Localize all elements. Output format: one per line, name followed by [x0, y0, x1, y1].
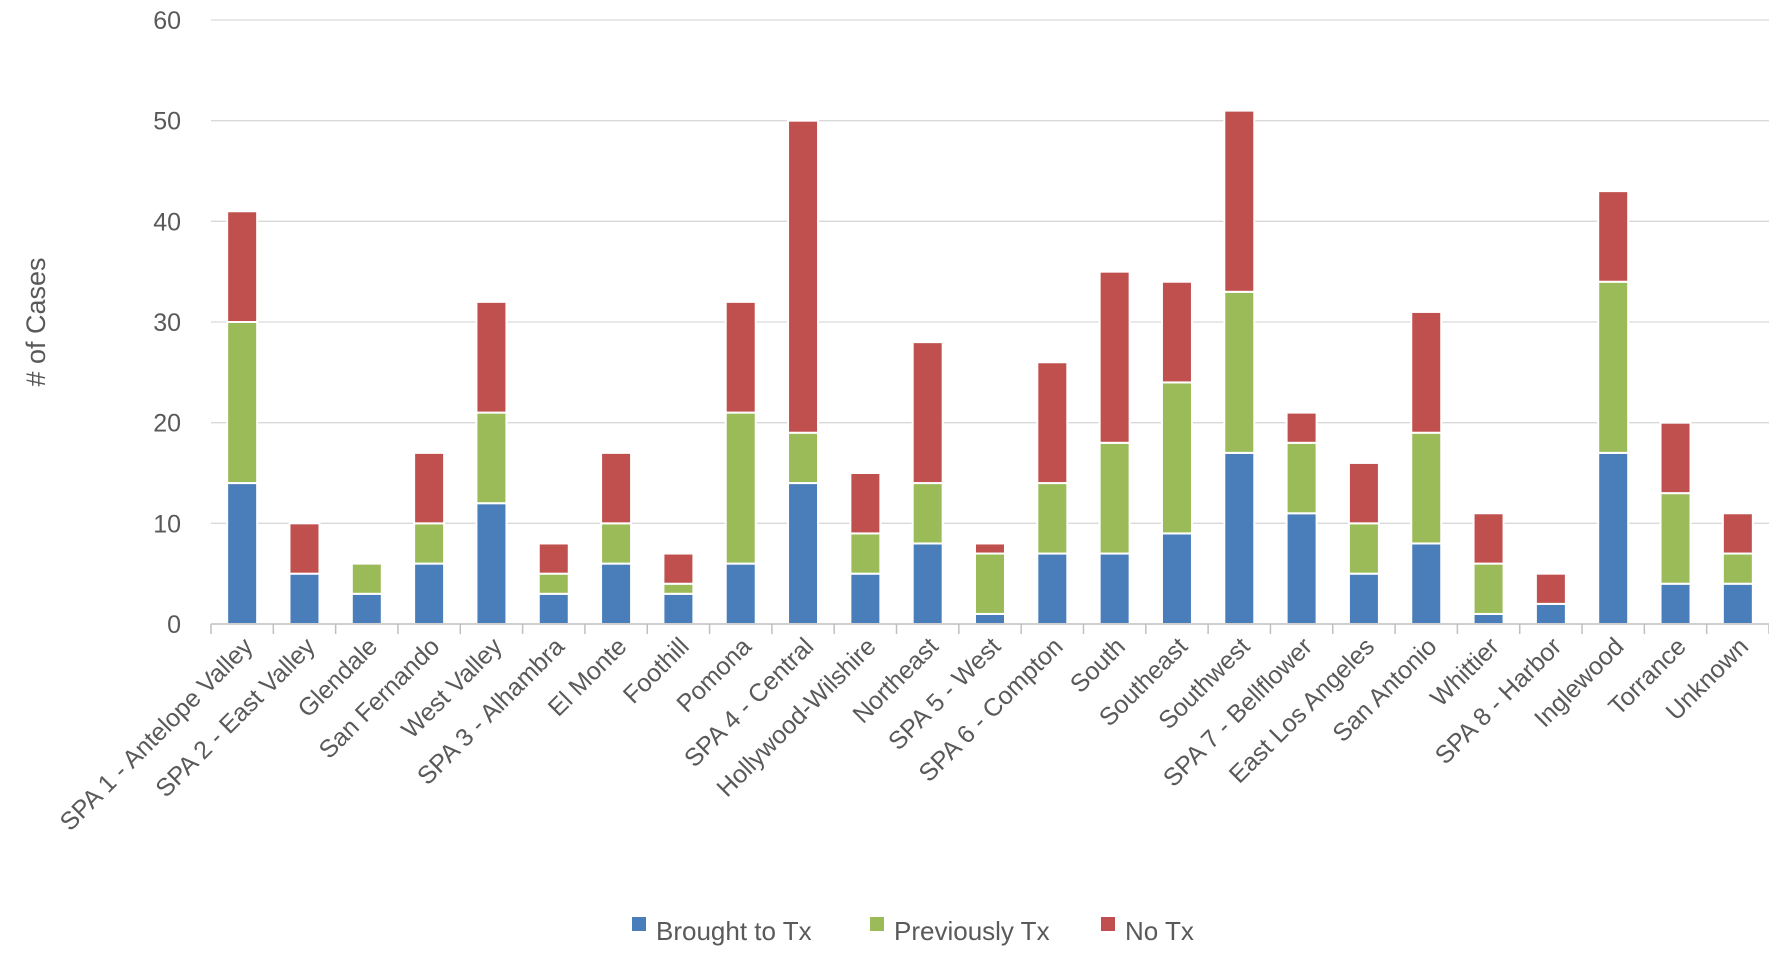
legend-label: No Tx: [1125, 916, 1194, 946]
bar-segment-brought-to-tx: [1098, 552, 1131, 625]
gridlines: [211, 19, 1769, 524]
bar-segment-brought-to-tx: [787, 482, 820, 626]
bar-segment-no-tx: [1160, 280, 1193, 384]
bar-segment-brought-to-tx: [1659, 582, 1692, 626]
bar-segment-no-tx: [1285, 411, 1318, 444]
bar-segment-previously-tx: [1410, 431, 1443, 545]
y-tick-label: 50: [153, 108, 181, 136]
bar-segment-brought-to-tx: [1597, 451, 1630, 625]
legend-label: Previously Tx: [894, 916, 1050, 946]
bar-segment-brought-to-tx: [600, 562, 633, 625]
bar-segment-brought-to-tx: [1534, 602, 1567, 625]
bar-segment-brought-to-tx: [911, 542, 944, 626]
bar-segment-brought-to-tx: [724, 562, 757, 625]
bar-segment-no-tx: [974, 542, 1006, 555]
bar-segment-brought-to-tx: [1347, 572, 1380, 626]
bar-segment-previously-tx: [1098, 441, 1131, 555]
y-tick-label: 40: [153, 208, 181, 236]
bar-segment-no-tx: [849, 472, 882, 535]
bar-segment-no-tx: [662, 552, 695, 585]
bar-segment-previously-tx: [849, 532, 882, 575]
bar-segment-brought-to-tx: [1223, 451, 1256, 625]
bar-segment-brought-to-tx: [413, 562, 446, 625]
bar-segment-previously-tx: [226, 321, 259, 485]
bar-segment-previously-tx: [350, 562, 383, 595]
bar-segment-previously-tx: [911, 482, 944, 545]
bar-segment-no-tx: [1410, 310, 1443, 434]
bar-segment-brought-to-tx: [849, 572, 882, 626]
bar-segment-no-tx: [288, 522, 321, 575]
y-tick-label: 60: [153, 7, 181, 35]
bar-segment-no-tx: [1098, 270, 1131, 444]
bar-segment-brought-to-tx: [537, 592, 570, 625]
bar-segment-brought-to-tx: [1721, 582, 1754, 626]
bar-segment-brought-to-tx: [1036, 552, 1069, 625]
bar-segment-previously-tx: [1659, 492, 1692, 585]
legend: Brought to Tx Previously Tx No Tx: [632, 916, 1194, 946]
bar-segment-brought-to-tx: [1410, 542, 1443, 626]
bar-segment-previously-tx: [1347, 522, 1380, 575]
bar-segment-brought-to-tx: [1285, 512, 1318, 625]
bar-segment-previously-tx: [1223, 290, 1256, 454]
bar-segment-brought-to-tx: [350, 592, 383, 625]
bar-segment-no-tx: [475, 300, 508, 414]
bar-segment-no-tx: [787, 119, 820, 434]
y-tick-label: 20: [153, 410, 181, 438]
bar-segment-previously-tx: [1472, 562, 1505, 615]
bars: [226, 109, 1754, 626]
bar-segment-no-tx: [1223, 109, 1256, 293]
bar-segment-previously-tx: [1285, 441, 1318, 515]
bar-segment-previously-tx: [413, 522, 446, 565]
legend-label: Brought to Tx: [656, 916, 812, 946]
bar-segment-no-tx: [1534, 572, 1567, 605]
bar-segment-previously-tx: [787, 431, 820, 485]
y-tick-label: 30: [153, 309, 181, 337]
bar-segment-previously-tx: [1160, 381, 1193, 535]
bar-segment-brought-to-tx: [226, 482, 259, 626]
bar-segment-no-tx: [1721, 512, 1754, 555]
bar-segment-previously-tx: [1721, 552, 1754, 585]
bar-segment-no-tx: [724, 300, 757, 414]
x-axis: [210, 623, 1769, 634]
bar-segment-no-tx: [1347, 461, 1380, 525]
y-tick-label: 10: [153, 510, 181, 538]
bar-segment-previously-tx: [1597, 280, 1630, 454]
bar-segment-previously-tx: [724, 411, 757, 565]
bar-segment-no-tx: [911, 341, 944, 485]
legend-swatch: [1101, 917, 1115, 931]
bar-segment-no-tx: [413, 451, 446, 525]
bar-segment-no-tx: [226, 210, 259, 323]
bar-segment-brought-to-tx: [1472, 612, 1505, 626]
bar-segment-brought-to-tx: [1160, 532, 1193, 626]
bar-segment-no-tx: [1472, 512, 1505, 565]
bar-segment-brought-to-tx: [662, 592, 695, 625]
bar-segment-no-tx: [1597, 190, 1630, 283]
bar-segment-no-tx: [600, 451, 633, 525]
bar-segment-previously-tx: [1036, 482, 1069, 555]
bar-segment-no-tx: [537, 542, 570, 575]
bar-segment-brought-to-tx: [475, 502, 508, 626]
y-axis-label: # of Cases: [21, 257, 51, 386]
y-axis-ticks: 0 10 20 30 40 50 60: [153, 7, 181, 639]
legend-swatch: [632, 917, 646, 931]
bar-segment-previously-tx: [662, 582, 695, 595]
bar-segment-no-tx: [1036, 361, 1069, 485]
bar-segment-brought-to-tx: [288, 572, 321, 626]
bar-segment-brought-to-tx: [974, 612, 1006, 626]
bar-segment-previously-tx: [600, 522, 633, 565]
bar-segment-no-tx: [1659, 421, 1692, 495]
bar-segment-previously-tx: [475, 411, 508, 505]
y-tick-label: 0: [167, 611, 181, 639]
bar-segment-previously-tx: [974, 552, 1006, 615]
legend-swatch: [870, 917, 884, 931]
bar-segment-previously-tx: [537, 572, 570, 595]
